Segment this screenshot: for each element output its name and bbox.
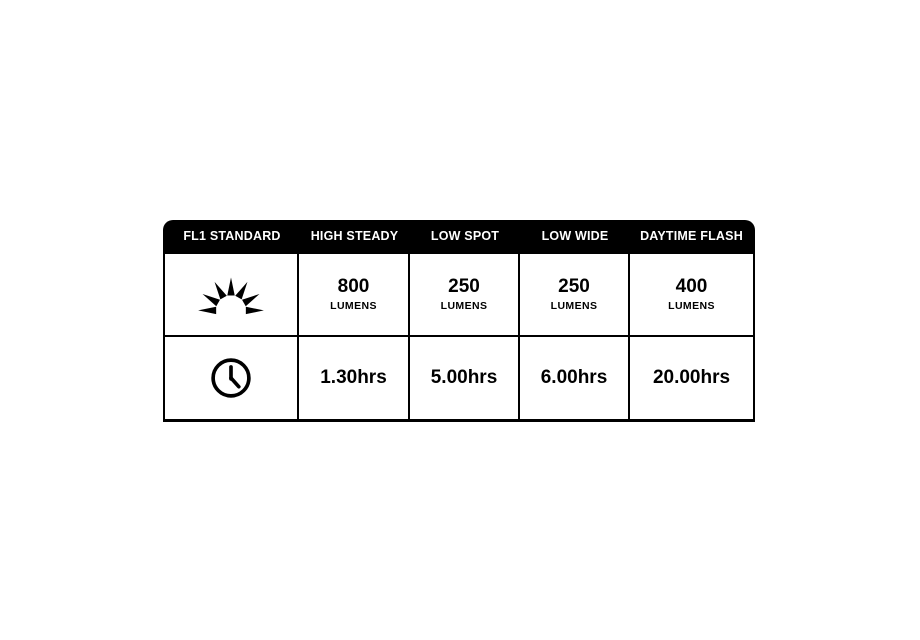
table-header-row: FL1 STANDARD HIGH STEADY LOW SPOT LOW WI…	[163, 220, 755, 252]
header-daytime-flash: DAYTIME FLASH	[640, 229, 743, 243]
lumens-value: 800	[337, 276, 370, 298]
runtime-value: 1.30hrs	[320, 367, 387, 388]
lumens-unit: LUMENS	[440, 299, 488, 312]
runtime-cell-daytime-flash: 20.00hrs	[630, 337, 753, 419]
fl1-spec-table: FL1 STANDARD HIGH STEADY LOW SPOT LOW WI…	[163, 220, 755, 422]
header-high-steady: HIGH STEADY	[310, 229, 399, 243]
runtime-value: 5.00hrs	[430, 367, 498, 388]
header-low-wide: LOW WIDE	[541, 229, 609, 243]
lumens-cell-daytime-flash: 400 LUMENS	[630, 254, 753, 335]
table-row-runtime: 1.30hrs 5.00hrs 6.00hrs 20.00hrs	[165, 335, 753, 419]
lumens-unit: LUMENS	[330, 299, 377, 312]
runtime-value: 20.00hrs	[652, 367, 731, 388]
runtime-cell-low-spot: 5.00hrs	[410, 337, 520, 419]
runtime-value: 6.00hrs	[540, 367, 608, 388]
lumens-value: 250	[448, 276, 480, 298]
runtime-cell-low-wide: 6.00hrs	[520, 337, 630, 419]
brightness-icon-cell	[165, 254, 299, 335]
lumens-cell-high-steady: 800 LUMENS	[299, 254, 410, 335]
lumens-cell-low-wide: 250 LUMENS	[520, 254, 630, 335]
lumens-value: 250	[558, 276, 590, 298]
runtime-icon-cell	[165, 337, 299, 419]
runtime-cell-high-steady: 1.30hrs	[299, 337, 410, 419]
table-body: 800 LUMENS 250 LUMENS 250 LUMENS 400 LUM…	[163, 252, 755, 422]
header-fl1-standard: FL1 STANDARD	[183, 229, 281, 243]
lumens-unit: LUMENS	[668, 299, 715, 312]
brightness-rays-icon	[198, 277, 264, 315]
lumens-value: 400	[675, 276, 708, 298]
lumens-unit: LUMENS	[550, 299, 598, 312]
table-row-brightness: 800 LUMENS 250 LUMENS 250 LUMENS 400 LUM…	[165, 254, 753, 335]
lumens-cell-low-spot: 250 LUMENS	[410, 254, 520, 335]
clock-icon	[211, 358, 251, 398]
header-low-spot: LOW SPOT	[430, 229, 500, 243]
